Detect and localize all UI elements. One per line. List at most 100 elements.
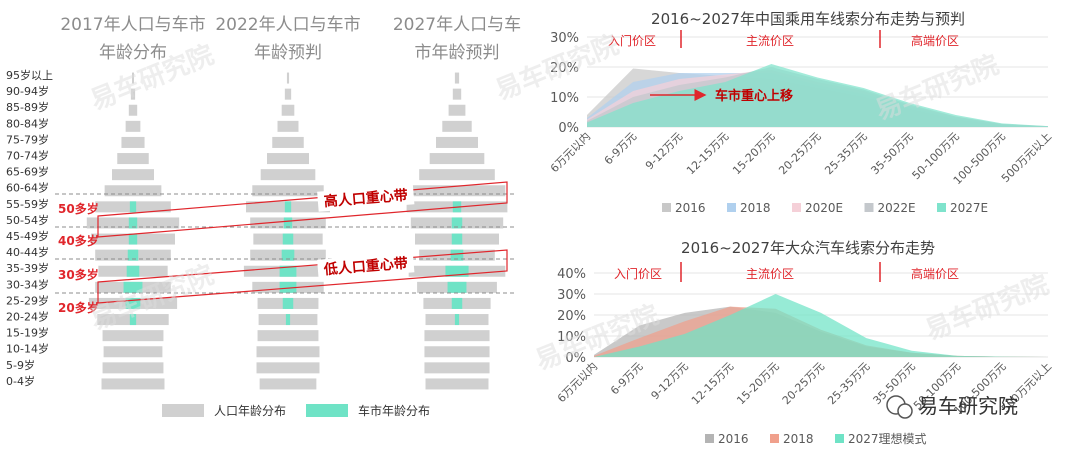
x-tick-label: 25-35万元	[822, 130, 869, 177]
population-bar	[408, 185, 506, 197]
age-label: 90-94岁	[6, 84, 49, 98]
car-market-bar	[451, 217, 463, 229]
population-bar	[252, 185, 324, 197]
car-market-bar	[284, 201, 292, 213]
population-bar	[424, 330, 490, 342]
y-tick-label: 20%	[550, 61, 579, 76]
population-bar	[103, 346, 163, 358]
car-market-bar	[281, 249, 295, 261]
pyramid-title-2017-line1: 2017年人口与车市	[60, 15, 205, 35]
population-bar	[128, 104, 138, 116]
x-tick-label: 15-20万元	[730, 130, 777, 177]
population-bar	[104, 185, 162, 197]
population-bar	[454, 72, 460, 84]
car-market-bar	[445, 265, 469, 277]
tag-50s: 50多岁	[58, 201, 99, 216]
legend-label: 2016	[675, 201, 706, 215]
population-bar	[130, 88, 136, 100]
legend-swatch	[770, 434, 779, 443]
age-label: 30-34岁	[6, 277, 49, 291]
high-band-label-group: 高人口重心带	[317, 184, 415, 212]
car-market-bar	[129, 314, 137, 326]
population-bar	[284, 88, 292, 100]
legend-swatch	[835, 434, 844, 443]
chart2-zone-entry: 入门价区	[614, 266, 662, 281]
car-market-bar	[127, 249, 139, 261]
chart1-legend: 2016 2018 2020E 2022E 2027E	[662, 201, 988, 215]
legend-swatch	[662, 203, 671, 212]
population-bar	[442, 120, 472, 132]
population-bar	[272, 136, 304, 148]
legend-population-label: 人口年龄分布	[214, 404, 286, 418]
age-label: 80-84岁	[6, 116, 49, 130]
chart1-zone-premium: 高端价区	[911, 33, 959, 48]
pyramid-bars	[86, 72, 508, 390]
x-tick-label: 500万元以上	[999, 130, 1054, 185]
y-tick-label: 10%	[550, 91, 579, 106]
chart1-zone-mainstream: 主流价区	[746, 34, 794, 48]
age-label: 35-39岁	[6, 261, 49, 275]
legend-population-swatch	[162, 404, 204, 417]
car-market-bar	[454, 314, 460, 326]
car-market-bar	[285, 314, 291, 326]
y-tick-label: 10%	[557, 330, 586, 345]
y-tick-label: 0%	[565, 351, 586, 366]
chart2-areas	[594, 294, 1048, 357]
legend-label: 2027E	[950, 201, 988, 215]
pyramid-panel: 2017年人口与车市 年龄分布 2022年人口与车市 年龄预判 2027年人口与…	[6, 15, 521, 418]
age-label: 50-54岁	[6, 213, 49, 227]
age-label: 65-69岁	[6, 165, 49, 179]
car-market-bar	[128, 217, 138, 229]
legend-swatch	[792, 203, 801, 212]
car-market-bar	[279, 281, 297, 293]
chart2-title: 2016~2027年大众汽车线索分布走势	[681, 239, 935, 257]
car-market-bar	[283, 217, 293, 229]
population-bar	[102, 330, 164, 342]
age-label: 10-14岁	[6, 342, 49, 356]
car-market-bar	[279, 265, 297, 277]
car-market-bar	[447, 281, 467, 293]
age-axis: 95岁以上 90-94岁 85-89岁 80-84岁 75-79岁 70-74岁 65-69…	[6, 68, 53, 388]
population-bar	[424, 362, 490, 374]
car-market-bar	[123, 281, 143, 293]
population-bar	[259, 378, 317, 390]
car-market-bar	[282, 233, 294, 245]
population-bar	[425, 378, 489, 390]
x-tick-label: 6-9万元	[602, 130, 639, 167]
age-label: 70-74岁	[6, 149, 49, 163]
population-bar	[448, 104, 466, 116]
population-bar	[257, 330, 319, 342]
chart1-annotation: 车市重心上移	[715, 88, 793, 104]
chart2-y-ticks: 0% 10% 20% 30% 40%	[557, 267, 586, 366]
age-label: 0-4岁	[6, 374, 35, 388]
age-label: 45-49岁	[6, 229, 49, 243]
age-label: 15-19岁	[6, 326, 49, 340]
population-bar	[419, 169, 495, 181]
car-market-bar	[451, 297, 463, 309]
tag-30s: 30多岁	[58, 267, 99, 282]
population-bar	[125, 120, 141, 132]
chart1-areas	[587, 64, 1048, 127]
legend-label: 2018	[740, 201, 771, 215]
x-tick-label: 15-20万元	[734, 360, 781, 407]
x-tick-label: 6-9万元	[608, 360, 645, 397]
population-bar	[424, 346, 490, 358]
x-tick-label: 35-50万元	[868, 130, 915, 177]
legend-car-swatch	[306, 404, 348, 417]
series-area-2027理想模式	[594, 294, 1048, 357]
x-tick-label: 20-25万元	[780, 360, 827, 407]
legend-swatch	[727, 203, 736, 212]
population-bar	[256, 346, 320, 358]
passenger-car-chart: 2016~2027年中国乘用车线索分布走势与预判 0% 10% 20% 30% 6万元…	[547, 10, 1054, 215]
chart1-zone-entry: 入门价区	[608, 33, 656, 48]
car-market-bar	[128, 233, 138, 245]
population-bar	[452, 88, 462, 100]
y-tick-label: 0%	[558, 121, 579, 136]
y-tick-label: 40%	[557, 267, 586, 282]
low-band-label-bg	[317, 252, 415, 280]
population-bar	[277, 120, 299, 132]
population-bar	[256, 362, 320, 374]
high-band-label: 高人口重心带	[323, 187, 408, 211]
car-market-bar	[450, 249, 464, 261]
